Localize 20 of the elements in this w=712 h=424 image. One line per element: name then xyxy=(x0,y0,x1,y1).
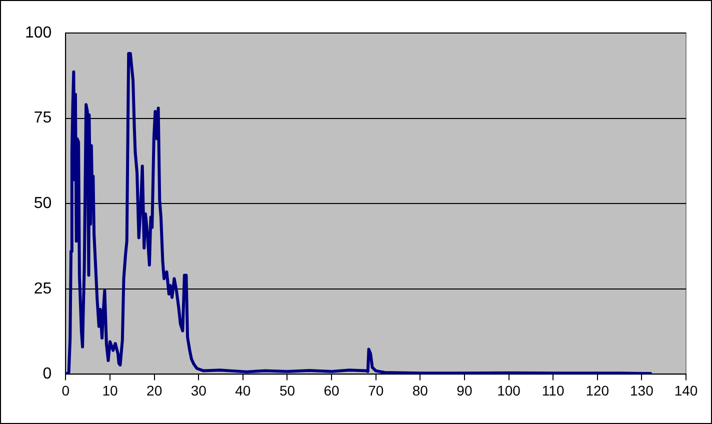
x-tick-label: 0 xyxy=(62,382,70,398)
y-tick-label: 50 xyxy=(34,195,52,212)
x-tick-label: 10 xyxy=(102,382,118,398)
x-tick-label: 60 xyxy=(324,382,340,398)
x-tick-label: 130 xyxy=(630,382,654,398)
y-tick-label: 0 xyxy=(42,366,52,383)
x-tick-label: 20 xyxy=(146,382,162,398)
y-tick-label: 75 xyxy=(34,110,52,127)
x-tick-label: 140 xyxy=(674,382,698,398)
x-tick-label: 70 xyxy=(368,382,384,398)
y-tick-label: 100 xyxy=(24,24,52,42)
y-tick-label: 25 xyxy=(34,280,52,298)
x-tick-label: 90 xyxy=(456,382,472,398)
x-tick-label: 100 xyxy=(497,382,521,398)
x-tick-label: 30 xyxy=(190,382,207,398)
x-tick-label: 50 xyxy=(279,382,296,398)
x-tick-label: 110 xyxy=(542,382,564,398)
x-tick-label: 80 xyxy=(412,382,428,398)
x-tick-label: 40 xyxy=(235,382,251,398)
x-tick-label: 120 xyxy=(586,382,610,398)
